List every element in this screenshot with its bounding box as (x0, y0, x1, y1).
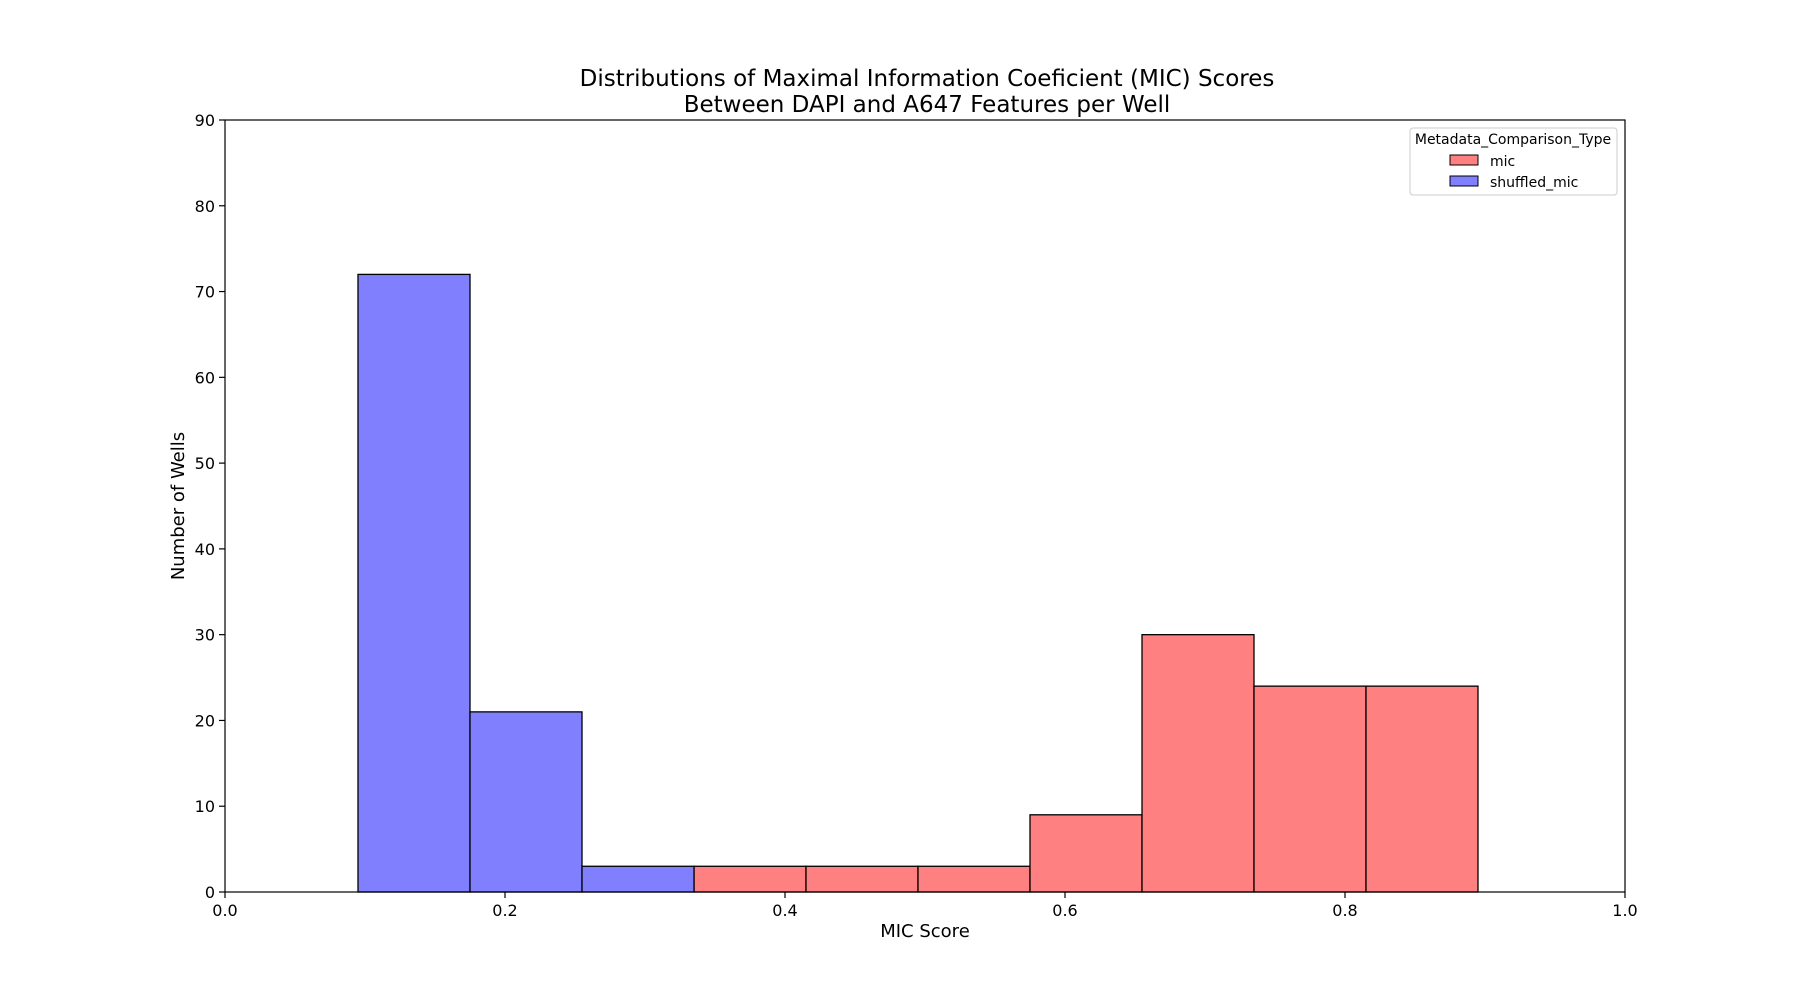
x-axis-label: MIC Score (880, 921, 970, 942)
x-tick-label-3: 0.6 (1052, 901, 1077, 920)
x-axis-ticks: 0.0 0.2 0.4 0.6 0.8 1.0 (212, 892, 1638, 920)
bar-shuffled-mic-2 (581, 865, 695, 893)
y-tick-label-7: 70 (195, 283, 215, 302)
x-tick-label-4: 0.8 (1332, 901, 1357, 920)
bar-mic-6 (1365, 685, 1479, 893)
y-tick-label-8: 80 (195, 197, 215, 216)
y-tick-label-3: 30 (195, 626, 215, 645)
legend-label-mic: mic (1490, 154, 1515, 170)
bar-mic-2 (917, 865, 1031, 893)
x-tick-label-0: 0.0 (212, 901, 237, 920)
bar-mic-3 (1029, 814, 1143, 893)
bar-mic-1 (805, 865, 919, 893)
bar-mic-5 (1253, 685, 1367, 893)
y-tick-label-0: 0 (205, 883, 215, 902)
y-tick-label-4: 40 (195, 540, 215, 559)
legend-label-shuffled-mic: shuffled_mic (1490, 175, 1578, 191)
chart-title-line-2: Between DAPI and A647 Features per Well (684, 92, 1171, 118)
y-axis-label: Number of Wells (168, 432, 189, 580)
legend: Metadata_Comparison_Type mic shuffled_mi… (1409, 127, 1618, 196)
x-tick-label-1: 0.2 (492, 901, 517, 920)
x-tick-label-2: 0.4 (772, 901, 797, 920)
y-tick-label-2: 20 (195, 711, 215, 730)
y-tick-label-6: 60 (195, 368, 215, 387)
bar-shuffled-mic-0 (357, 273, 471, 893)
legend-swatch-mic (1449, 154, 1479, 166)
legend-swatch-shuffled-mic (1449, 175, 1479, 187)
y-tick-label-1: 10 (195, 797, 215, 816)
y-tick-label-9: 90 (195, 111, 215, 130)
bar-mic-0 (693, 865, 807, 893)
legend-title: Metadata_Comparison_Type (1415, 132, 1611, 148)
bar-shuffled-mic-1 (469, 711, 583, 893)
y-tick-label-5: 50 (195, 454, 215, 473)
y-axis-ticks: 0 10 20 30 40 50 60 70 80 90 (195, 111, 225, 902)
histogram-bars (357, 273, 1479, 893)
x-tick-label-5: 1.0 (1612, 901, 1637, 920)
plot-area-frame (224, 119, 1626, 893)
bar-mic-4 (1141, 634, 1255, 893)
chart-title-line-1: Distributions of Maximal Information Coe… (580, 66, 1275, 92)
